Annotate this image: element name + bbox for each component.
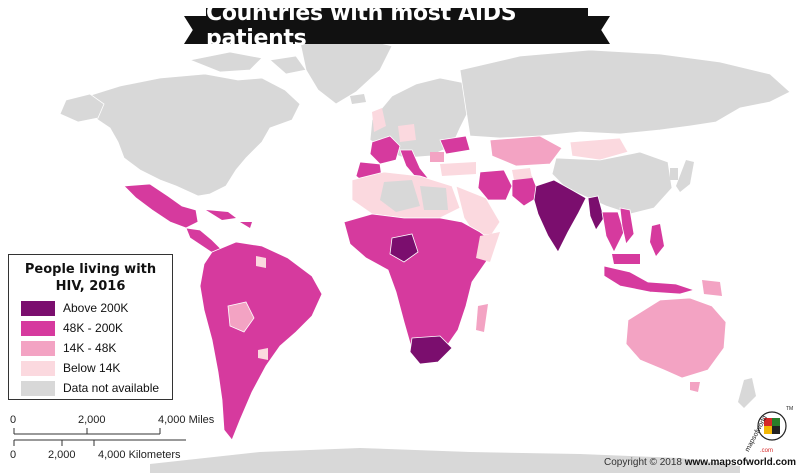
region-nigeria (389, 233, 419, 263)
legend-label: 48K - 200K (63, 321, 124, 335)
scale-bar-km (13, 439, 186, 446)
scale-km-4000: 4,000 Kilometers (98, 449, 181, 461)
legend-swatch (21, 380, 55, 396)
legend-title-line1: People living with (24, 262, 157, 277)
region-caribbean (206, 210, 252, 228)
legend-item: 14K - 48K (21, 340, 116, 356)
region-madagascar (476, 304, 488, 332)
legend-item: Below 14K (21, 360, 120, 376)
region-tasmania (690, 382, 700, 392)
region-mongolia (569, 137, 629, 161)
scale-km-0: 0 (10, 449, 17, 461)
region-north-america (85, 73, 301, 197)
region-iceland (350, 94, 366, 104)
region-new-zealand (738, 378, 756, 408)
region-canadian-arctic (188, 51, 307, 75)
legend-title: People living with HIV, 2016 (9, 261, 172, 295)
copyright: Copyright © 2018 www.mapsofworld.com (604, 457, 796, 468)
region-mexico (123, 183, 199, 229)
region-africa (343, 213, 497, 363)
region-japan (676, 160, 694, 192)
region-uruguay (258, 348, 268, 360)
logo-suffix: .com (760, 448, 773, 454)
legend-title-line2: HIV, 2016 (55, 279, 126, 294)
region-south-america (199, 241, 323, 441)
region-uk (372, 108, 386, 132)
region-india (533, 179, 587, 253)
scale-miles-4000: 4,000 Miles (158, 414, 215, 426)
region-alaska (59, 93, 105, 123)
region-kazakhstan (489, 135, 563, 167)
region-bolivia (227, 301, 255, 333)
region-malaysia (612, 254, 640, 264)
mapsofworld-logo: mapsofworld .com TM (744, 406, 793, 454)
region-iran (477, 169, 513, 201)
region-italy (399, 149, 429, 181)
legend-label: 14K - 48K (63, 341, 117, 355)
region-indonesia (603, 265, 696, 295)
map-title: Countries with most AIDS patients (206, 1, 588, 51)
region-australia (625, 297, 727, 379)
legend-swatch (21, 320, 55, 336)
region-myanmar (587, 195, 605, 231)
logo-trademark: TM (786, 406, 793, 412)
region-vietnam (619, 207, 635, 245)
region-afghanistan (512, 168, 532, 180)
legend-item: Above 200K (21, 300, 128, 316)
region-libya (420, 186, 448, 210)
legend-item: Data not available (21, 380, 159, 396)
region-turkey (440, 162, 476, 176)
region-korea (670, 168, 678, 180)
legend-label: Below 14K (63, 361, 121, 375)
region-guyana (256, 256, 266, 268)
scale-miles-2000: 2,000 (78, 414, 106, 426)
copyright-prefix: Copyright © 2018 (604, 457, 682, 468)
region-france (369, 135, 401, 165)
region-algeria (380, 180, 420, 212)
copyright-site[interactable]: www.mapsofworld.com (684, 457, 797, 468)
region-png (702, 280, 722, 296)
legend: People living with HIV, 2016 Above 200K … (8, 254, 173, 400)
title-ribbon-left (184, 16, 206, 44)
legend-swatch (21, 340, 55, 356)
legend-item: 48K - 200K (21, 320, 123, 336)
legend-swatch (21, 300, 55, 316)
region-antarctica (150, 448, 740, 473)
scale-bar-miles (13, 428, 161, 435)
region-romania (430, 152, 444, 162)
region-south-africa (409, 335, 453, 365)
region-germany (398, 124, 416, 142)
scale-km-2000: 2,000 (48, 449, 76, 461)
region-ukraine (439, 135, 471, 155)
title-ribbon-right (588, 16, 610, 44)
scale-miles-0: 0 (10, 414, 17, 426)
region-philippines (650, 224, 664, 256)
legend-label: Data not available (63, 381, 160, 395)
legend-label: Above 200K (63, 301, 129, 315)
legend-swatch (21, 360, 55, 376)
region-somalia (476, 232, 500, 262)
region-russia (459, 49, 791, 139)
region-thailand (601, 211, 625, 253)
